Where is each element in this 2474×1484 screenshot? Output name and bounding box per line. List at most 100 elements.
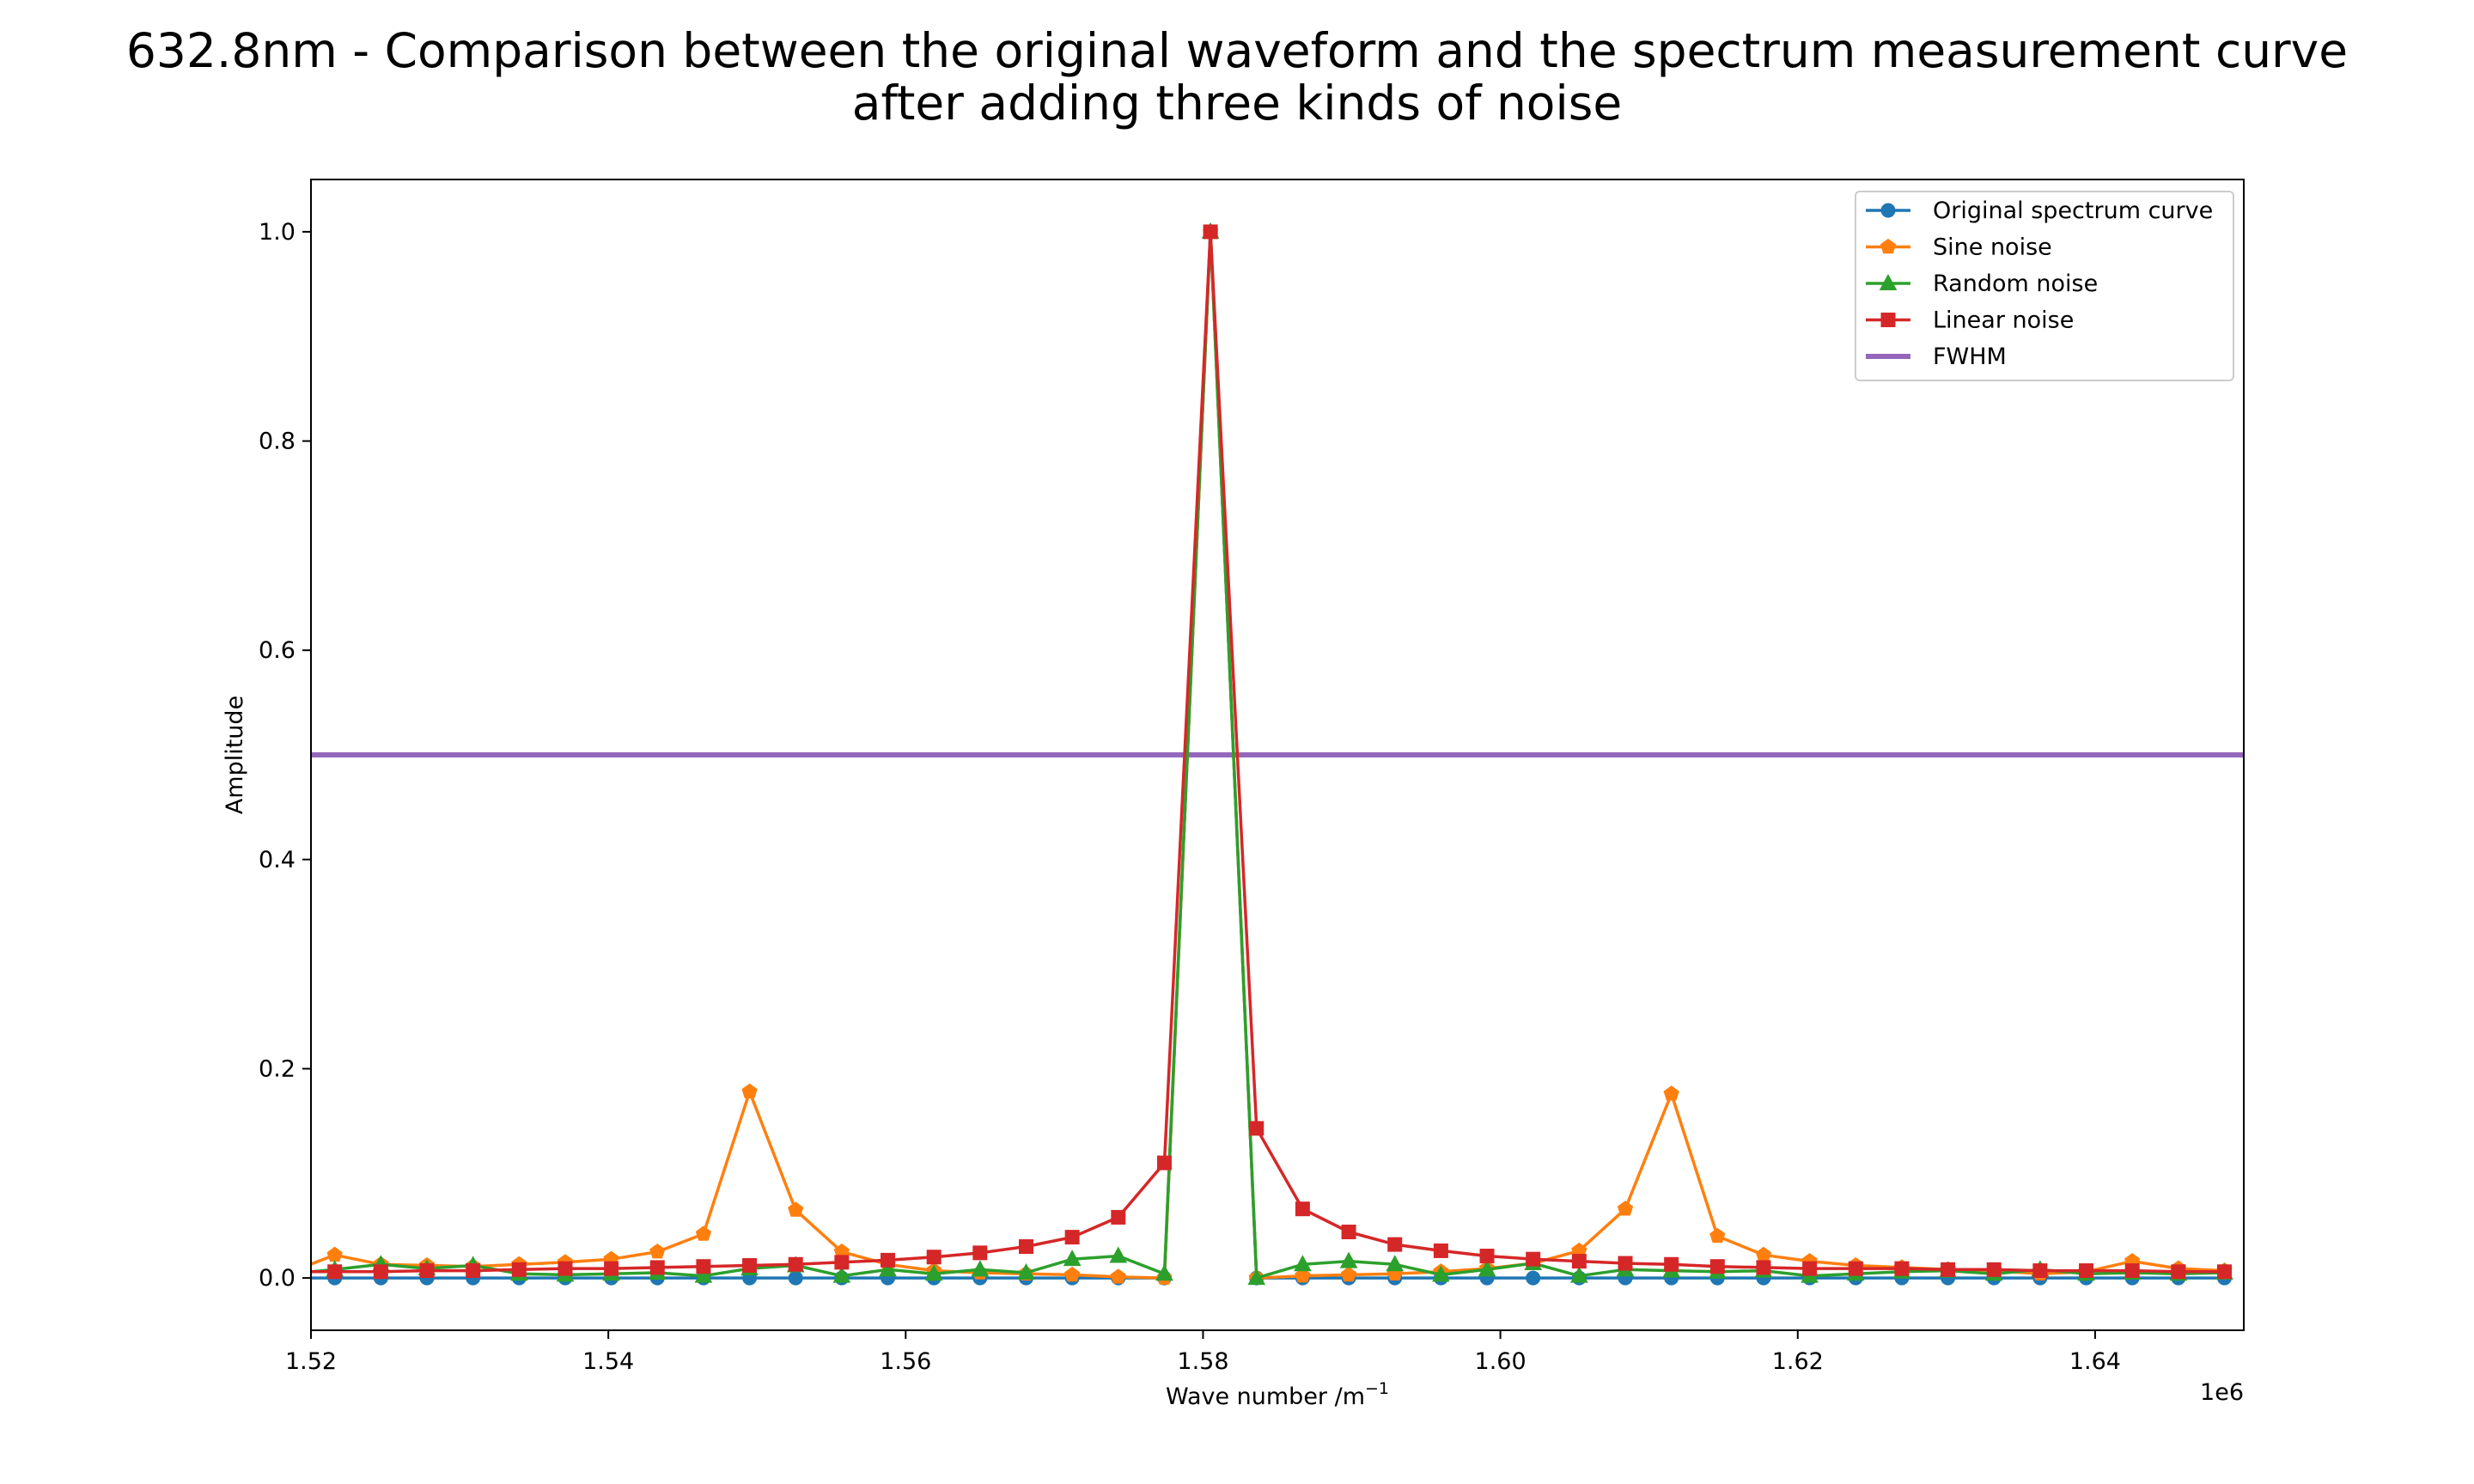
- series-layer: [311, 222, 2233, 1286]
- x-axis-label: Wave number /m−1: [1166, 1379, 1389, 1410]
- data-point-linear-noise: [788, 1256, 803, 1272]
- plot-frame: [310, 179, 2245, 1331]
- legend-box: [1855, 191, 2234, 381]
- data-point-sine-noise: [1709, 1227, 1726, 1244]
- data-point-linear-noise: [2032, 1263, 2048, 1279]
- plot-area: [311, 222, 2244, 1286]
- legend-label: Linear noise: [1933, 307, 2074, 334]
- legend-item-original-spectrum-curve: Original spectrum curve: [1866, 198, 2213, 224]
- legend-label: Random noise: [1933, 271, 2098, 297]
- data-point-linear-noise: [466, 1263, 481, 1279]
- data-point-linear-noise: [1203, 224, 1218, 240]
- data-point-sine-noise: [788, 1201, 804, 1217]
- data-point-sine-noise: [1340, 1266, 1357, 1282]
- data-point-random-noise: [1017, 1262, 1035, 1280]
- y-axis: 0.0 0.2 0.4 0.6 0.8 1.0: [259, 219, 311, 1292]
- data-point-linear-noise: [511, 1262, 527, 1277]
- legend-label: Sine noise: [1933, 234, 2052, 261]
- data-point-linear-noise: [742, 1257, 758, 1273]
- data-point-linear-noise: [1479, 1249, 1495, 1264]
- data-point-original-spectrum-curve: [1526, 1270, 1541, 1286]
- data-point-linear-noise: [1571, 1254, 1587, 1269]
- data-point-sine-noise: [1617, 1201, 1634, 1216]
- data-point-linear-noise: [1019, 1239, 1033, 1255]
- x-tick-label: 1.58: [1177, 1348, 1228, 1375]
- y-tick-label: 1.0: [259, 219, 296, 246]
- data-point-random-noise: [1386, 1255, 1405, 1272]
- data-point-sine-noise: [1110, 1268, 1126, 1284]
- data-point-random-noise: [1570, 1266, 1588, 1283]
- data-point-linear-noise: [1848, 1261, 1863, 1276]
- data-point-sine-noise: [1064, 1266, 1081, 1282]
- data-point-sine-noise: [1755, 1246, 1772, 1262]
- data-point-linear-noise: [1156, 1155, 1172, 1171]
- data-point-linear-noise: [1618, 1256, 1633, 1271]
- y-tick-label: 0.2: [259, 1055, 296, 1082]
- legend-label: FWHM: [1933, 344, 2007, 370]
- data-point-linear-noise: [1894, 1261, 1910, 1276]
- data-point-sine-noise: [326, 1246, 343, 1262]
- series-line-linear-noise: [311, 230, 2225, 1274]
- y-tick-label: 0.8: [259, 429, 296, 455]
- data-point-linear-noise: [696, 1259, 711, 1274]
- data-point-original-spectrum-curve: [788, 1270, 803, 1286]
- x-tick-label: 1.52: [285, 1348, 337, 1375]
- data-point-linear-noise: [881, 1252, 896, 1268]
- data-point-random-noise: [832, 1266, 851, 1283]
- data-point-random-noise: [879, 1260, 897, 1277]
- data-point-linear-noise: [649, 1260, 665, 1275]
- data-point-linear-noise: [373, 1264, 388, 1280]
- legend-label: Original spectrum curve: [1933, 198, 2213, 224]
- data-point-linear-noise: [972, 1245, 988, 1261]
- data-point-linear-noise: [1249, 1121, 1264, 1136]
- data-point-linear-noise: [2217, 1264, 2232, 1280]
- data-point-linear-noise: [1756, 1260, 1771, 1275]
- data-point-linear-noise: [1295, 1201, 1310, 1217]
- x-axis-label-text: Wave number /m: [1166, 1384, 1365, 1410]
- chart-title-line-2: after adding three kinds of noise: [852, 76, 1622, 131]
- data-point-random-noise: [1432, 1265, 1450, 1282]
- data-point-sine-noise: [649, 1244, 666, 1259]
- data-point-sine-noise: [695, 1226, 712, 1241]
- data-point-linear-noise: [1341, 1224, 1356, 1239]
- x-axis: 1.52 1.54 1.56 1.58 1.60 1.62 1.64: [285, 1330, 2121, 1375]
- legend-item-fwhm: FWHM: [1866, 344, 2007, 370]
- data-point-linear-noise: [2171, 1264, 2186, 1280]
- x-tick-label: 1.56: [880, 1348, 931, 1375]
- y-tick-label: 0.4: [259, 847, 296, 873]
- data-point-linear-noise: [604, 1261, 619, 1276]
- legend-swatch-marker: [1879, 273, 1898, 290]
- y-tick-label: 0.6: [259, 637, 296, 664]
- legend-swatch-marker: [1880, 313, 1896, 327]
- y-axis-label: Amplitude: [222, 696, 248, 814]
- legend-item-linear-noise: Linear noise: [1866, 307, 2074, 334]
- data-point-linear-noise: [327, 1264, 343, 1280]
- series-linear-noise: [311, 224, 2232, 1280]
- data-point-random-noise: [1294, 1255, 1312, 1272]
- data-point-linear-noise: [1526, 1251, 1541, 1267]
- data-point-linear-noise: [1664, 1256, 1679, 1272]
- data-point-sine-noise: [1663, 1086, 1679, 1101]
- legend-item-sine-noise: Sine noise: [1866, 234, 2052, 261]
- data-point-linear-noise: [834, 1255, 850, 1270]
- data-point-random-noise: [1063, 1250, 1082, 1267]
- x-tick-label: 1.62: [1772, 1348, 1824, 1375]
- data-point-linear-noise: [926, 1250, 941, 1265]
- data-point-random-noise: [1247, 1268, 1266, 1286]
- legend-swatch-marker: [1880, 203, 1896, 218]
- data-point-sine-noise: [741, 1083, 758, 1099]
- data-point-linear-noise: [419, 1263, 435, 1279]
- x-tick-label: 1.54: [582, 1348, 634, 1375]
- data-point-random-noise: [924, 1264, 943, 1281]
- data-point-random-noise: [971, 1260, 990, 1277]
- y-tick-label: 0.0: [259, 1265, 296, 1292]
- data-point-linear-noise: [1387, 1237, 1403, 1252]
- data-point-linear-noise: [1986, 1262, 2002, 1277]
- legend: Original spectrum curve Sine noise Random …: [1855, 191, 2234, 381]
- legend-item-random-noise: Random noise: [1866, 271, 2098, 297]
- data-point-linear-noise: [1941, 1262, 1956, 1277]
- data-point-sine-noise: [1295, 1268, 1311, 1283]
- data-point-linear-noise: [1064, 1230, 1080, 1245]
- data-point-linear-noise: [1709, 1259, 1725, 1274]
